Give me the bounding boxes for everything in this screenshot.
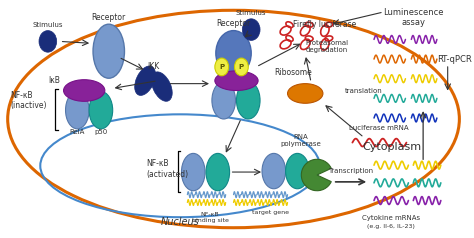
Text: NF-κB
(inactive): NF-κB (inactive) — [10, 91, 47, 110]
Text: (e.g. Il-6, IL-23): (e.g. Il-6, IL-23) — [367, 223, 415, 228]
Text: p50: p50 — [94, 129, 108, 135]
Ellipse shape — [135, 66, 155, 95]
Text: Firefly luciferase: Firefly luciferase — [293, 20, 356, 29]
Ellipse shape — [39, 31, 57, 52]
Ellipse shape — [206, 153, 229, 191]
Text: Nucleus: Nucleus — [161, 217, 200, 227]
Ellipse shape — [215, 71, 258, 90]
Ellipse shape — [216, 31, 251, 76]
Text: Ribosome: Ribosome — [274, 68, 312, 77]
Ellipse shape — [242, 19, 260, 40]
Text: Receptor: Receptor — [217, 19, 251, 28]
Ellipse shape — [215, 58, 228, 76]
Ellipse shape — [93, 24, 125, 78]
Wedge shape — [301, 159, 331, 191]
Text: Cytoplasm: Cytoplasm — [362, 142, 421, 152]
Text: IκB: IκB — [48, 76, 60, 85]
Text: IKK: IKK — [147, 62, 159, 71]
Text: Luminescence
assay: Luminescence assay — [383, 8, 444, 27]
Ellipse shape — [89, 91, 113, 129]
Text: NF-κB
(activated): NF-κB (activated) — [146, 159, 188, 179]
Text: P: P — [239, 64, 244, 70]
Text: target gene: target gene — [252, 210, 289, 215]
Text: Proteasomal
degradation: Proteasomal degradation — [305, 40, 348, 53]
Ellipse shape — [288, 84, 323, 103]
Text: Stimulus: Stimulus — [236, 10, 266, 16]
Ellipse shape — [151, 72, 172, 101]
Ellipse shape — [64, 80, 105, 101]
Ellipse shape — [262, 153, 286, 189]
Text: Luciferase mRNA: Luciferase mRNA — [349, 125, 409, 131]
Text: translation: translation — [345, 88, 383, 94]
Text: Stimulus: Stimulus — [33, 22, 63, 28]
Ellipse shape — [237, 82, 260, 119]
Text: Receptor: Receptor — [91, 13, 126, 22]
Ellipse shape — [235, 58, 248, 76]
Text: NF-κB
binding site: NF-κB binding site — [191, 212, 228, 223]
Text: RT-qPCR: RT-qPCR — [437, 55, 472, 64]
Text: Cytokine mRNAs: Cytokine mRNAs — [362, 215, 420, 221]
Text: P: P — [219, 64, 224, 70]
Ellipse shape — [212, 82, 236, 119]
Text: RelA: RelA — [70, 129, 85, 135]
Ellipse shape — [182, 153, 205, 191]
Text: Transcription: Transcription — [328, 168, 373, 174]
Text: RNA
polymerase: RNA polymerase — [280, 134, 321, 148]
Ellipse shape — [286, 153, 309, 189]
Ellipse shape — [65, 91, 89, 129]
